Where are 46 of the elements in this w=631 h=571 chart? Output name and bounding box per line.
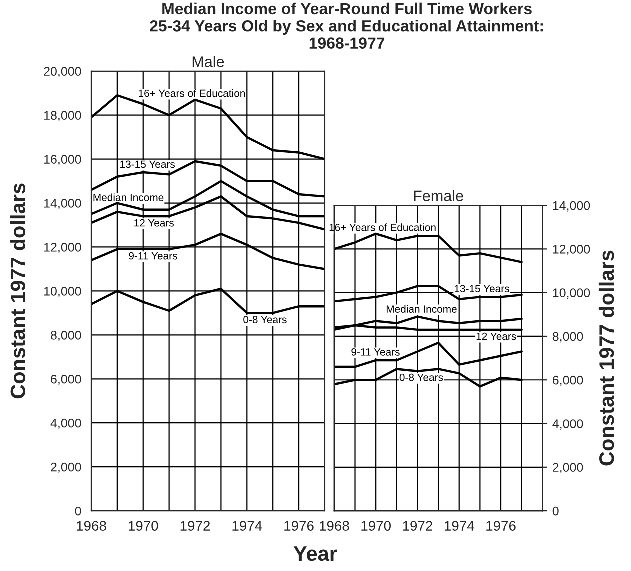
series-label: 16+ Years of Education: [139, 90, 246, 98]
series-label: 13-15 Years: [120, 160, 176, 168]
y2-axis-title: Constant 1977 dollars: [598, 250, 614, 466]
y-tick-label: 10,000: [44, 287, 82, 298]
y-tick-label: 12,000: [44, 243, 82, 254]
x-tick-label: 1972: [180, 521, 210, 531]
x-tick-label: 1974: [444, 521, 474, 531]
series-label: Median Income: [386, 305, 457, 313]
x-tick-label: 1968: [320, 521, 350, 531]
y-tick-label: 8,000: [51, 330, 82, 342]
chart-subtitle: Male: [192, 56, 224, 68]
series-label: 13-15 Years: [454, 285, 510, 292]
y2-tick-label: 2,000: [553, 463, 584, 474]
y-tick-label: 2,000: [51, 462, 82, 474]
y2-tick-label: 10,000: [553, 288, 590, 299]
x-tick-label: 1970: [362, 521, 391, 531]
y2-tick-label: 4,000: [552, 420, 584, 430]
y-tick-label: 14,000: [44, 199, 82, 210]
x-tick-label: 1970: [128, 521, 158, 531]
series-label: 9-11 Years: [129, 252, 178, 260]
y-tick-label: 18,000: [44, 111, 82, 122]
y2-tick-label: 0: [552, 506, 559, 516]
y2-tick-label: 12,000: [553, 245, 590, 256]
series-label: 0-8 Years: [244, 316, 287, 324]
y-tick-label: 20,000: [44, 67, 82, 78]
series-label: 12 Years: [134, 219, 174, 227]
x-axis-title: Year: [294, 546, 338, 562]
y2-tick-label: 14,000: [553, 201, 590, 212]
x-tick-label: 1972: [403, 521, 432, 531]
x-tick-label: 1976: [284, 521, 314, 531]
y-tick-label: 4,000: [50, 418, 82, 430]
series-label: Median Income: [94, 194, 164, 202]
y2-tick-label: 8,000: [552, 332, 584, 343]
x-tick-label: 1976: [486, 521, 516, 531]
chart-subtitle: Female: [414, 190, 464, 202]
y-tick-label: 16,000: [44, 155, 82, 166]
y-axis-title: Constant 1977 dollars: [10, 184, 26, 399]
y-tick-label: 0: [75, 506, 82, 516]
y2-tick-label: 6,000: [553, 376, 584, 386]
x-tick-label: 1968: [77, 521, 106, 531]
series-label: 0-8 Years: [400, 374, 444, 382]
chart-title: Median Income of Year-Round Full Time Workers 25-34 Years Old by Sex and Educational Attainment: 1968-1977: [150, 2, 544, 49]
series-label: 9-11 Years: [352, 348, 400, 356]
x-tick-label: 1974: [232, 521, 262, 531]
series-label: 12 Years: [476, 332, 516, 340]
y-tick-label: 6,000: [51, 374, 82, 386]
